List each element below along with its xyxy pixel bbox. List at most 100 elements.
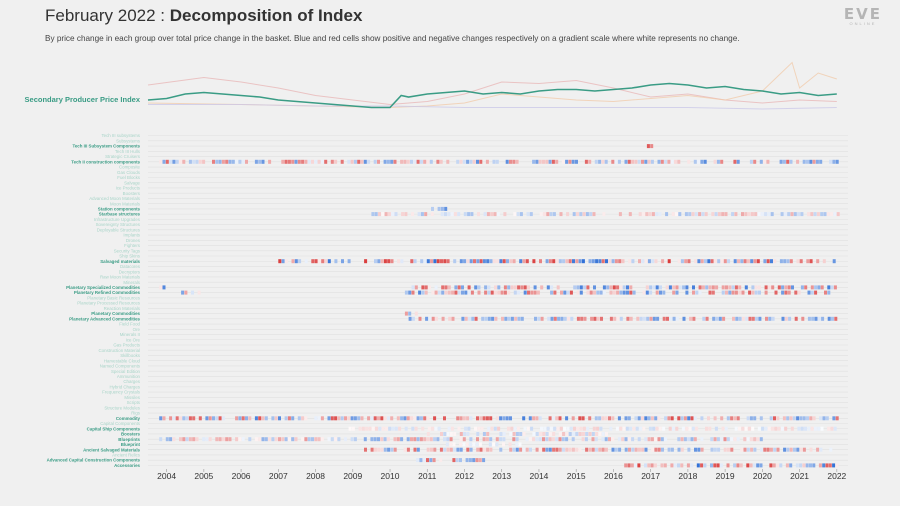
heatmap-cell <box>741 212 744 217</box>
heatmap-cell <box>569 426 573 431</box>
heatmap-cell <box>383 416 387 421</box>
heatmap-cell <box>420 212 424 217</box>
heatmap-cell <box>528 437 532 442</box>
heatmap-cell <box>622 426 626 431</box>
heatmap-cell <box>675 426 679 431</box>
heatmap-cell <box>779 259 783 264</box>
heatmap-cell <box>477 290 481 295</box>
heatmap-cell <box>713 259 717 264</box>
heatmap-cell <box>707 259 711 264</box>
row-label: Raw Moon Materials <box>100 275 141 280</box>
heatmap-cell <box>826 212 830 217</box>
heatmap-cell <box>760 212 764 217</box>
row-label: Ancient Salvaged Materials <box>83 447 140 452</box>
heatmap-cell <box>406 416 410 421</box>
heatmap-cell <box>693 159 697 164</box>
heatmap-cell <box>261 416 265 421</box>
heatmap-cell <box>374 212 378 217</box>
heatmap-cell <box>561 437 565 442</box>
heatmap-cell <box>822 463 826 468</box>
heatmap-cell <box>421 290 425 295</box>
heatmap-cell <box>416 437 420 442</box>
heatmap-cell <box>439 458 443 463</box>
heatmap-cell <box>584 437 588 442</box>
heatmap-cell <box>807 316 811 321</box>
heatmap-cell <box>680 437 684 442</box>
heatmap-cell <box>586 285 590 290</box>
heatmap-cell <box>789 259 793 264</box>
heatmap-cell <box>578 259 582 264</box>
heatmap-cell <box>645 212 649 217</box>
heatmap-cell <box>413 437 417 442</box>
heatmap-cell <box>627 159 631 164</box>
heatmap-cell <box>512 437 516 442</box>
heatmap-cell <box>594 416 598 421</box>
heatmap-cell <box>698 212 702 217</box>
heatmap-cell <box>830 285 834 290</box>
row-label: Planetary Specialized Commodities <box>66 285 140 290</box>
heatmap-cell <box>463 212 467 217</box>
heatmap-cell <box>380 416 384 421</box>
heatmap-cell <box>469 447 473 452</box>
heatmap-cell <box>619 285 623 290</box>
heatmap-cell <box>812 463 816 468</box>
heatmap-cell <box>636 316 640 321</box>
heatmap-cell <box>550 290 554 295</box>
row-label: Planetary Processed Resources <box>77 301 141 306</box>
heatmap-cell <box>796 447 800 452</box>
heatmap-cell <box>510 426 514 431</box>
heatmap-cell <box>751 290 755 295</box>
heatmap-cell <box>617 416 621 421</box>
heatmap-cell <box>832 416 836 421</box>
x-tick-label: 2022 <box>827 471 846 481</box>
heatmap-cell <box>721 285 725 290</box>
heatmap-cell <box>558 416 562 421</box>
heatmap-cell <box>416 159 420 164</box>
row-label: Advanced Capital Construction Components <box>47 458 141 463</box>
heatmap-cell <box>317 159 321 164</box>
heatmap-cell <box>693 437 697 442</box>
heatmap-cell <box>654 437 658 442</box>
heatmap-cell <box>484 285 488 290</box>
heatmap-cell <box>736 159 740 164</box>
heatmap-cell <box>162 159 166 164</box>
heatmap-cell <box>548 447 552 452</box>
heatmap-cell <box>555 416 559 421</box>
heatmap-cell <box>670 447 674 452</box>
heatmap-cell <box>773 416 776 421</box>
heatmap-cell <box>545 432 549 436</box>
heatmap-cell <box>457 290 461 295</box>
heatmap-cell <box>794 290 798 295</box>
heatmap-cell <box>664 159 668 164</box>
heatmap-cell <box>486 432 490 436</box>
heatmap-cell <box>626 316 630 321</box>
heatmap-cell <box>311 259 315 264</box>
heatmap-cell <box>717 212 721 217</box>
heatmap-cell <box>320 159 324 164</box>
heatmap-cell <box>797 426 801 431</box>
row-label: Harvestable Cloud <box>104 358 141 363</box>
heatmap-cell <box>556 426 560 431</box>
heatmap-cell <box>284 437 288 442</box>
heatmap-cell <box>787 290 791 295</box>
row-label: Ore <box>133 327 141 332</box>
heatmap-cell <box>758 290 761 295</box>
heatmap-cell <box>462 159 466 164</box>
heatmap-cell <box>404 212 408 217</box>
row-label: Strategic Cruisers <box>105 154 141 159</box>
heatmap-cell <box>588 259 592 264</box>
heatmap-cell <box>711 290 715 295</box>
heatmap-cell <box>601 159 605 164</box>
heatmap-cell <box>609 316 613 321</box>
heatmap-cell <box>191 290 194 295</box>
heatmap-cell <box>334 159 338 164</box>
x-tick-label: 2009 <box>343 471 362 481</box>
heatmap-cell <box>614 159 618 164</box>
heatmap-cell <box>557 316 561 321</box>
heatmap-cell <box>818 463 822 468</box>
heatmap-cell <box>264 437 268 442</box>
heatmap-cell <box>340 159 344 164</box>
heatmap-cell <box>542 432 546 436</box>
heatmap-cell <box>413 447 417 452</box>
heatmap-cell <box>485 416 489 421</box>
